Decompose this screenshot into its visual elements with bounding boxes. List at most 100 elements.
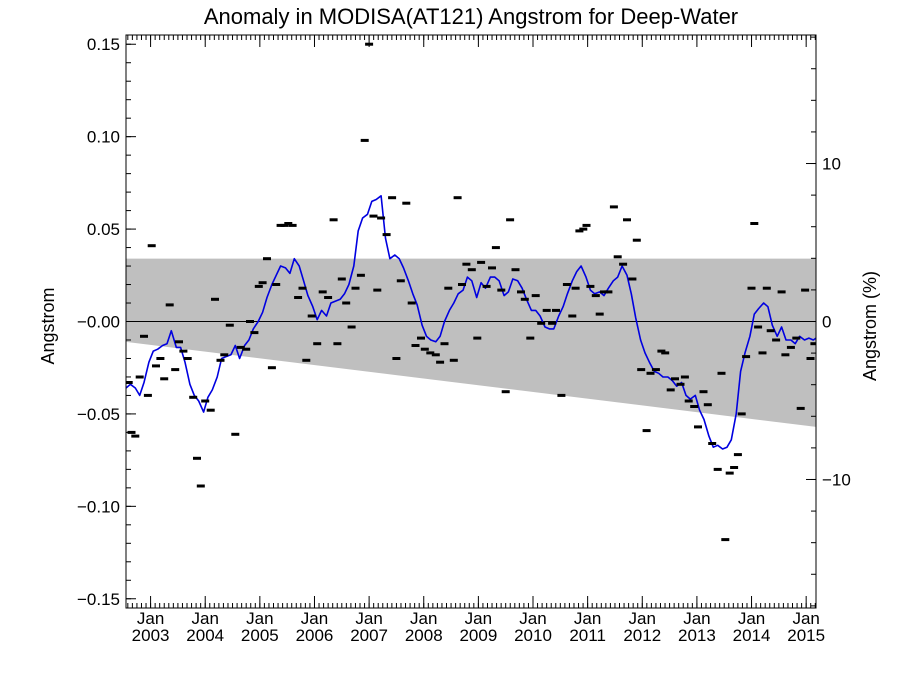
data-point xyxy=(420,347,429,351)
data-point xyxy=(754,325,763,329)
data-point xyxy=(417,336,425,340)
data-point xyxy=(562,283,571,286)
data-point xyxy=(302,358,311,362)
data-point xyxy=(680,375,689,379)
data-point xyxy=(333,342,342,346)
data-point xyxy=(231,432,240,436)
y-axis-label: Angstrom xyxy=(38,287,58,364)
chart-title: Anomaly in MODISA(AT121) Angstrom for De… xyxy=(204,4,738,29)
data-point xyxy=(396,279,405,283)
data-point xyxy=(329,218,338,222)
data-point xyxy=(294,296,303,299)
y-tick-label: −0.10 xyxy=(77,497,120,516)
data-point xyxy=(201,399,210,403)
data-point xyxy=(742,355,751,359)
data-point xyxy=(613,255,622,259)
smoothed-series-layer xyxy=(126,195,816,450)
data-point xyxy=(542,308,551,312)
data-point xyxy=(431,353,440,357)
data-point xyxy=(246,320,254,323)
data-point xyxy=(193,456,201,460)
data-point xyxy=(196,484,205,488)
y-tick-label: −0.05 xyxy=(77,405,120,424)
data-point xyxy=(407,301,416,305)
data-point xyxy=(708,442,717,445)
data-point xyxy=(737,412,746,416)
data-point xyxy=(183,357,192,360)
data-point xyxy=(777,290,786,294)
data-point xyxy=(206,408,215,412)
x-tick-year: 2015 xyxy=(787,626,825,645)
data-point xyxy=(806,357,815,360)
x-tick-year: 2010 xyxy=(514,626,552,645)
data-point xyxy=(491,246,500,250)
x-tick-year: 2011 xyxy=(569,626,606,645)
y2-axis-label: Angstrom (%) xyxy=(860,271,880,381)
data-point xyxy=(690,405,699,408)
data-point xyxy=(758,351,767,355)
data-point xyxy=(651,368,660,372)
data-point xyxy=(571,286,580,290)
data-point xyxy=(453,196,462,200)
data-point xyxy=(458,283,466,286)
x-tick-month: Jan xyxy=(738,609,765,628)
data-point xyxy=(497,288,506,292)
x-tick-year: 2007 xyxy=(350,626,388,645)
data-point xyxy=(628,277,637,281)
data-point xyxy=(548,321,557,325)
data-point xyxy=(356,273,365,277)
data-point xyxy=(796,406,805,410)
data-point xyxy=(171,368,180,372)
data-point xyxy=(216,358,225,362)
data-point xyxy=(632,238,641,242)
left-axis-ticks: 0.15 0.10 0.05 −0.00 −0.05 −0.10 −0.15 xyxy=(77,35,136,609)
data-point xyxy=(135,375,144,379)
x-tick-year: 2004 xyxy=(186,626,224,645)
data-point xyxy=(642,429,651,433)
data-point xyxy=(488,266,496,270)
data-point xyxy=(750,222,759,225)
y-tick-label: 0.10 xyxy=(87,128,120,147)
data-point xyxy=(520,297,529,301)
data-point xyxy=(392,357,401,360)
data-point xyxy=(236,345,245,349)
data-point xyxy=(661,351,670,355)
data-point xyxy=(189,395,198,399)
data-point xyxy=(595,312,604,316)
x-tick-year: 2003 xyxy=(132,626,170,645)
x-tick-year: 2009 xyxy=(459,626,497,645)
data-point xyxy=(747,286,756,290)
data-point xyxy=(152,364,160,368)
data-point xyxy=(473,336,482,340)
data-point xyxy=(258,281,267,285)
data-point xyxy=(517,290,525,294)
data-point xyxy=(772,338,781,342)
data-point xyxy=(568,314,577,318)
data-point xyxy=(272,283,281,286)
data-point xyxy=(637,368,646,372)
data-point xyxy=(646,371,655,375)
data-point xyxy=(440,342,449,346)
series-smoothed-line xyxy=(126,195,816,450)
data-point xyxy=(713,467,722,471)
y-tick-label: 0.05 xyxy=(87,220,120,239)
data-point xyxy=(591,294,600,298)
data-point xyxy=(703,403,712,407)
data-point xyxy=(165,303,174,307)
data-point xyxy=(684,399,693,403)
data-point xyxy=(211,297,219,301)
data-point xyxy=(526,336,535,340)
data-point xyxy=(600,290,608,294)
data-point xyxy=(575,229,584,233)
data-point xyxy=(147,244,156,248)
data-point xyxy=(552,308,560,312)
reference-band xyxy=(126,258,816,427)
data-point xyxy=(220,353,229,357)
data-point xyxy=(762,286,771,290)
data-point xyxy=(786,345,795,349)
data-point xyxy=(444,286,453,290)
data-point xyxy=(411,344,420,347)
x-tick-year: 2012 xyxy=(623,626,661,645)
data-point xyxy=(156,357,165,360)
